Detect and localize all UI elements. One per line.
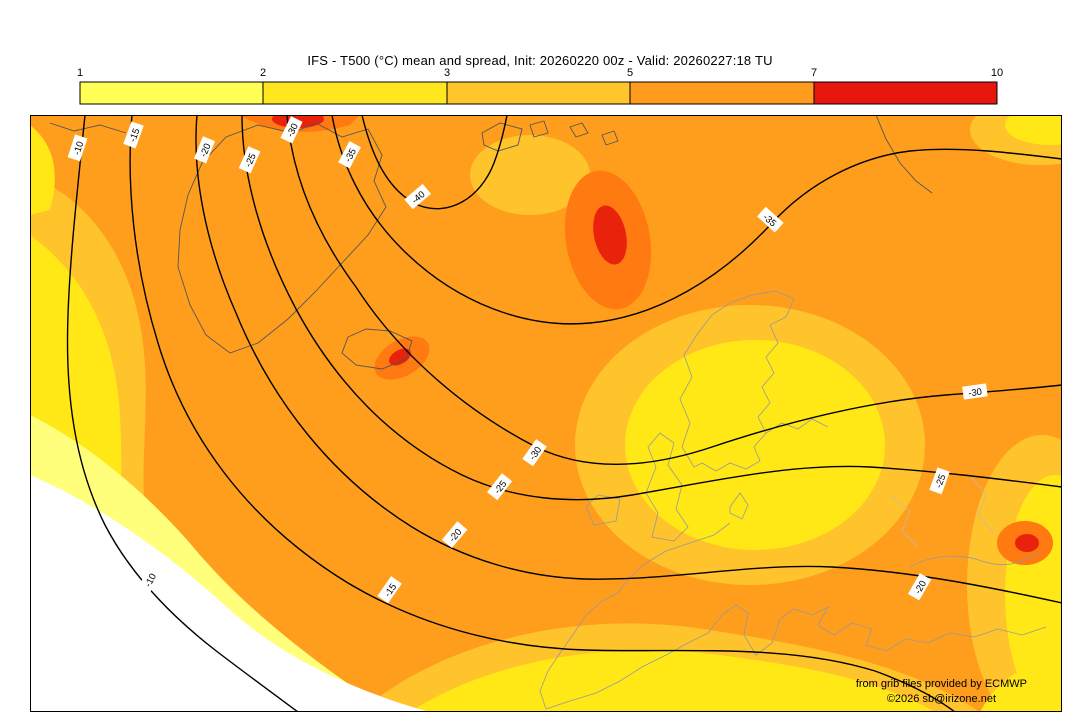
- tick-label: 3: [444, 67, 450, 79]
- chart-title: IFS - T500 (°C) mean and spread, Init: 2…: [307, 53, 773, 68]
- contour-minus10: [66, 115, 299, 712]
- contour-minus35: [331, 115, 1062, 325]
- contour-label: -15: [123, 121, 144, 149]
- country-borders: [889, 474, 995, 548]
- colorbar-segment: [262, 81, 448, 105]
- t500-contours: [66, 115, 1062, 712]
- contour-label: -10: [67, 134, 88, 162]
- tick-label: 2: [260, 67, 266, 79]
- colorbar-tick-labels: 1 2 3 5 7 10: [77, 67, 1003, 79]
- contour-minus30: [286, 115, 1062, 465]
- contour-label: -30: [962, 383, 988, 400]
- svg-text:-30: -30: [968, 387, 983, 400]
- tick-label: 10: [991, 67, 1003, 79]
- credits-copyright: ©2026 sb@irizone.net: [886, 693, 996, 705]
- credits: from grib files provided by ECMWP ©2026 …: [856, 677, 1027, 707]
- svg-text:-10: -10: [72, 140, 87, 156]
- contour-label: -20: [194, 136, 216, 164]
- contour-minus25: [241, 115, 1062, 501]
- colorbar-segments: [79, 81, 998, 105]
- tick-label: 5: [627, 67, 633, 79]
- map-border: [30, 115, 1062, 712]
- colorbar-segment: [79, 81, 264, 105]
- svg-text:-25: -25: [933, 473, 948, 490]
- contour-minus15: [129, 115, 956, 712]
- credits-source: from grib files provided by ECMWP: [855, 678, 1027, 690]
- contour-label: -25: [238, 146, 261, 174]
- svg-text:-25: -25: [243, 152, 259, 169]
- contour-label: -30: [280, 116, 303, 144]
- svg-text:-20: -20: [198, 142, 213, 159]
- contour-minus40: [361, 115, 508, 210]
- colorbar-segment: [629, 81, 815, 105]
- colorbar-segment: [446, 81, 631, 105]
- contour-minus20: [195, 115, 1062, 604]
- spread-fill-white: [30, 475, 430, 712]
- colorbar: 1 2 3 5 7 10: [77, 67, 1003, 105]
- spread-map: -10 -15 -20 -25 -30 -35 -40 -30 -25 -20 …: [30, 115, 1062, 712]
- coastline-europe: [539, 290, 1047, 710]
- svg-text:-30: -30: [285, 122, 301, 139]
- svg-text:-15: -15: [127, 127, 142, 144]
- colorbar-segment: [813, 81, 998, 105]
- contour-label: -25: [929, 467, 950, 495]
- tick-label: 1: [77, 67, 83, 79]
- tick-label: 7: [811, 67, 817, 79]
- map-area: -10 -15 -20 -25 -30 -35 -40 -30 -25 -20 …: [30, 115, 1062, 712]
